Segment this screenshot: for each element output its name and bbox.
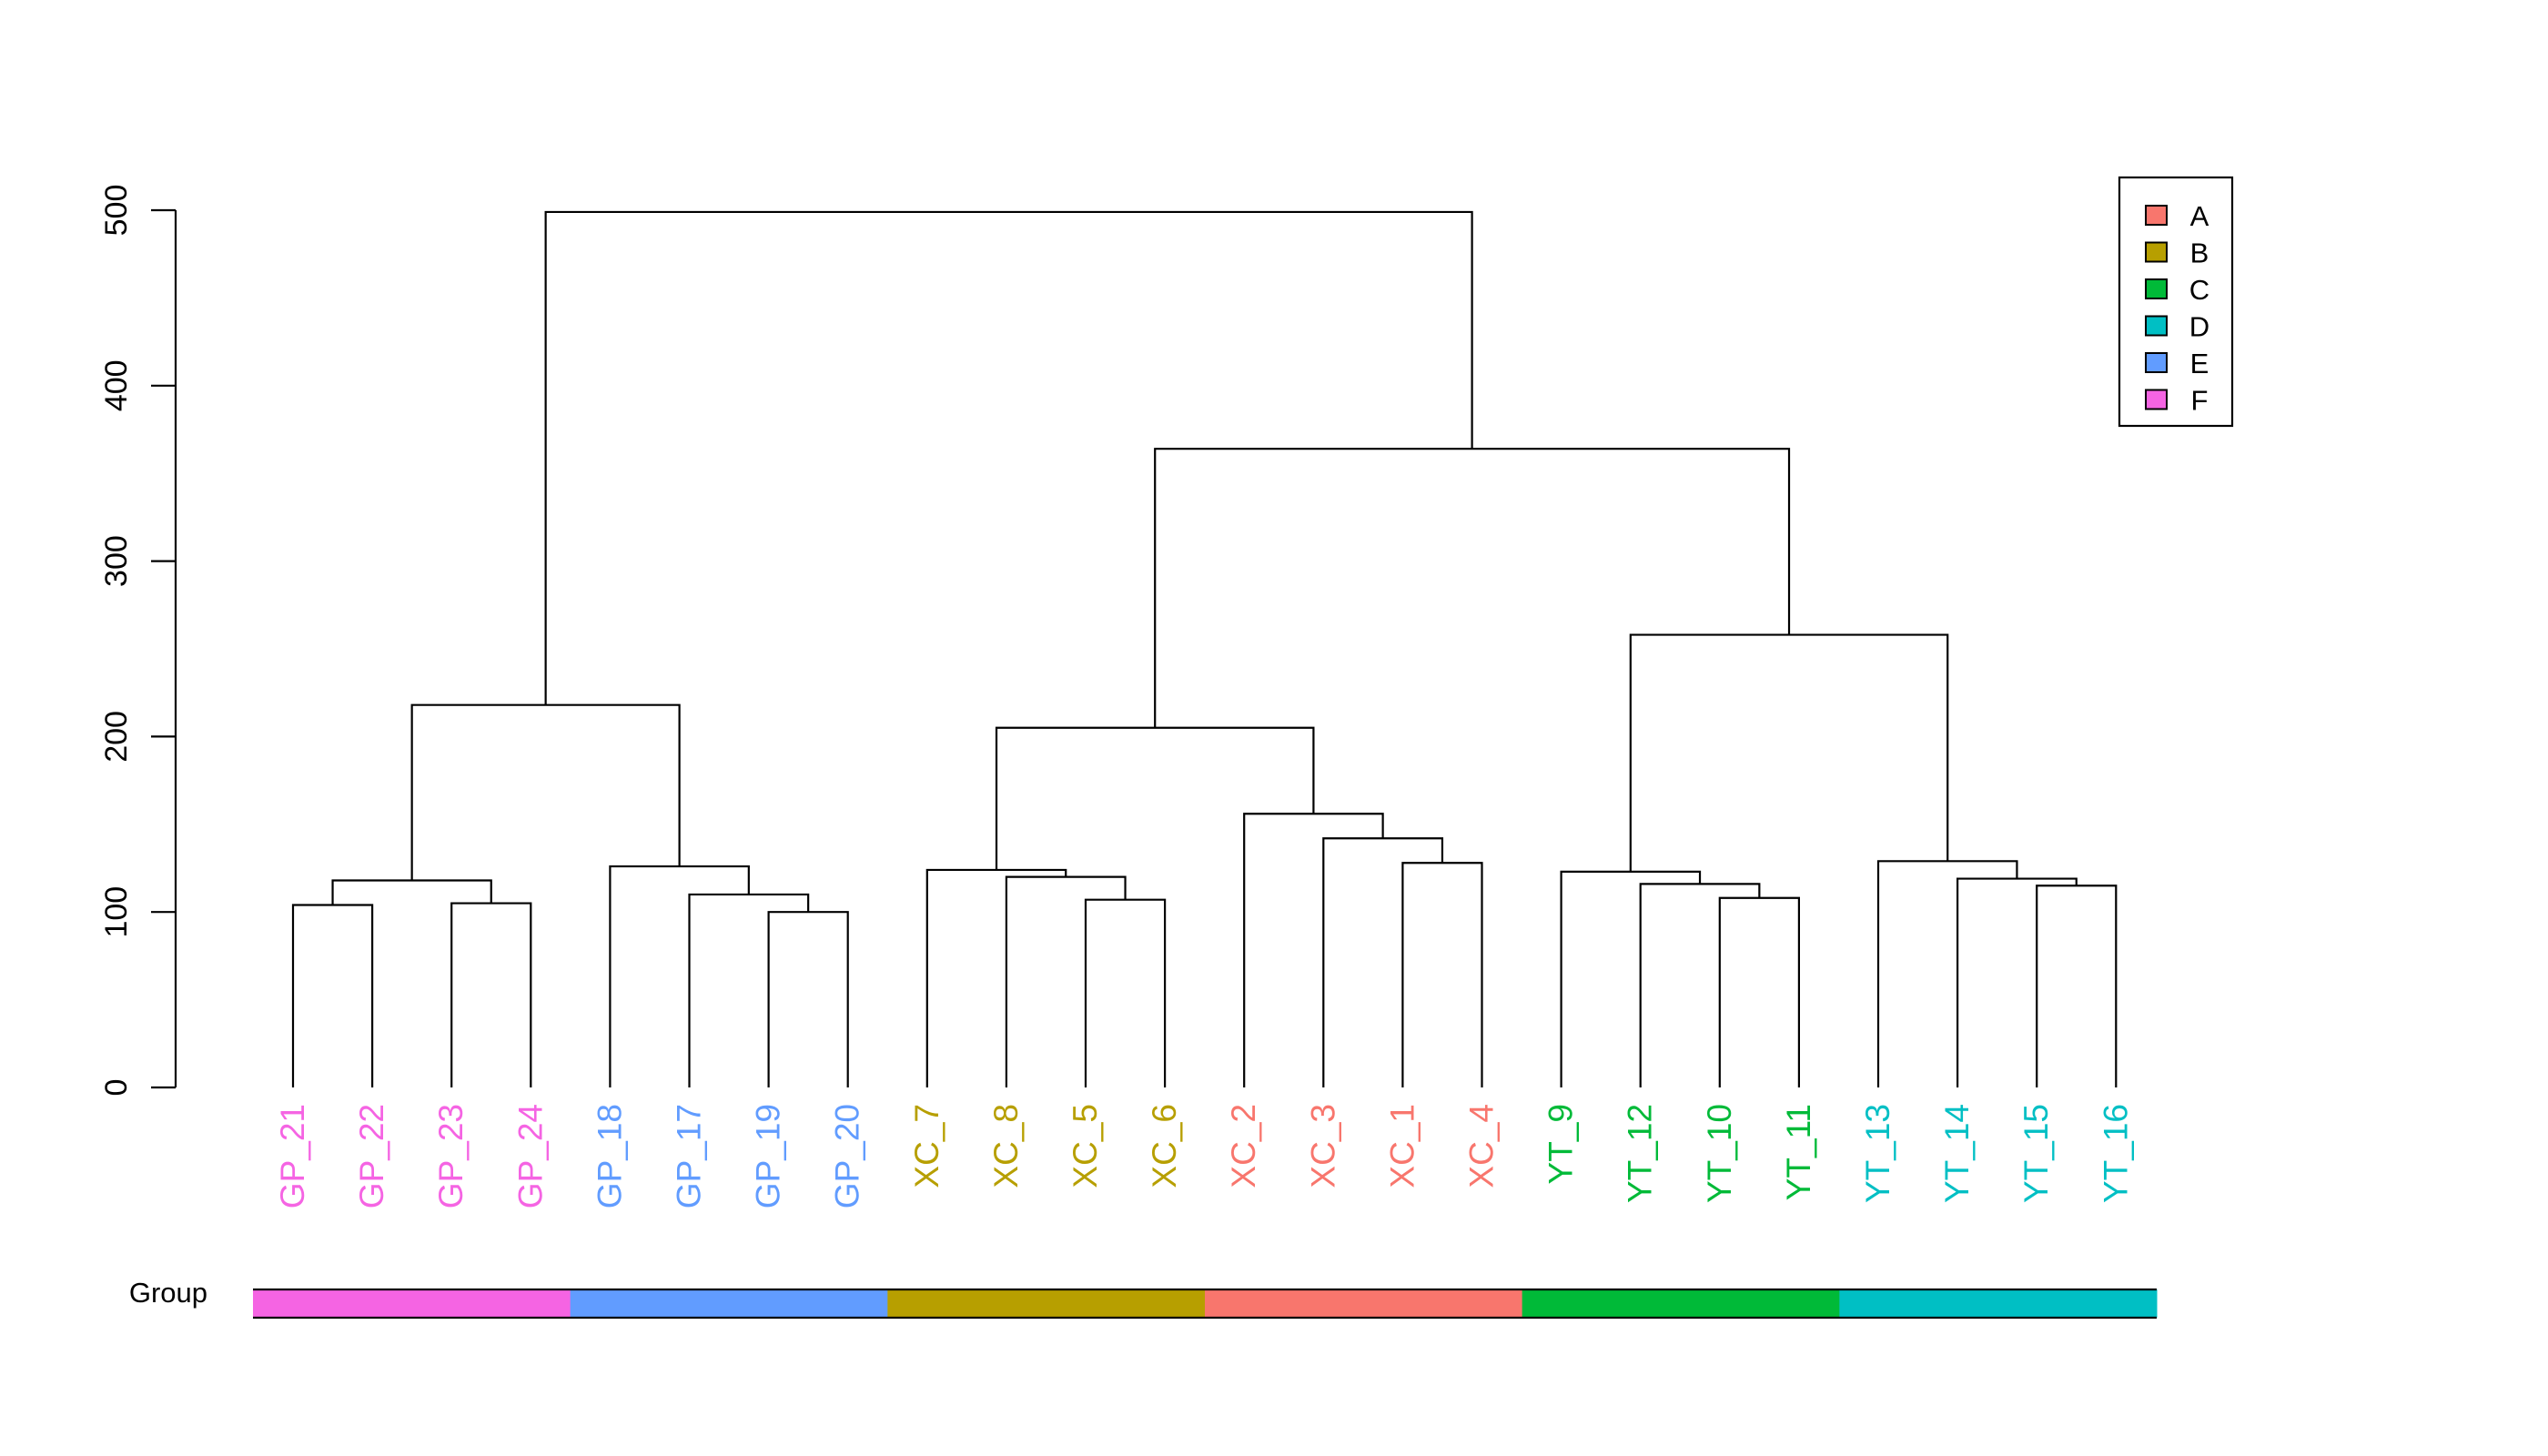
- dendrogram-link: [925, 868, 1067, 1087]
- leaf-labels: GP_21 GP_22 GP_23 GP_24 GP_18 GP_17 GP_19 GP_20…: [274, 1104, 2134, 1208]
- dendrogram-link: [410, 703, 681, 881]
- leaf-label: XC_3: [1304, 1104, 1341, 1188]
- leaf-label: XC_7: [908, 1104, 945, 1188]
- legend-swatch: [2145, 389, 2168, 410]
- legend-box: [2118, 176, 2234, 428]
- leaf-label: XC_4: [1463, 1104, 1501, 1188]
- legend-swatch: [2145, 352, 2168, 373]
- dendrogram-link: [1243, 813, 1384, 1087]
- leaf-label: XC_1: [1383, 1104, 1421, 1188]
- dendrogram-link: [1005, 875, 1127, 1087]
- dendrogram-link: [450, 902, 532, 1087]
- legend-label: B: [2190, 238, 2209, 269]
- leaf-label: GP_17: [671, 1104, 708, 1208]
- y-tick-label: 500: [99, 185, 134, 237]
- leaf-label: XC_5: [1067, 1104, 1104, 1188]
- leaf-label: XC_2: [1225, 1104, 1262, 1188]
- group-color-bar: Group: [129, 1277, 2158, 1320]
- leaf-label: YT_10: [1701, 1104, 1738, 1203]
- leaf-label: GP_19: [750, 1104, 787, 1208]
- legend-label: F: [2191, 385, 2209, 417]
- group-bar-segment: [570, 1289, 888, 1318]
- dendrogram-link: [1629, 633, 1949, 872]
- leaf-label: GP_20: [829, 1104, 866, 1208]
- dendrogram-link: [331, 879, 492, 905]
- group-bar-segment: [1522, 1289, 1840, 1318]
- y-tick-label: 400: [99, 359, 134, 411]
- legend-label: C: [2189, 274, 2209, 306]
- y-tick-label: 200: [99, 711, 134, 763]
- dendrogram-tree: [291, 210, 2118, 1087]
- dendrogram-link: [2036, 885, 2118, 1087]
- leaf-label: GP_18: [591, 1104, 628, 1208]
- y-axis: 0 100 200 300 400 500: [99, 185, 177, 1097]
- leaf-label: GP_21: [274, 1104, 311, 1208]
- y-tick-label: 100: [99, 886, 134, 938]
- legend-swatch: [2145, 278, 2168, 299]
- y-tick-label: 300: [99, 535, 134, 587]
- dendrogram-link: [609, 864, 750, 1087]
- dendrogram-link: [1876, 860, 2018, 1087]
- group-bar-segment: [1839, 1289, 2158, 1318]
- dendrogram-link: [1956, 877, 2078, 1087]
- dendrogram-link: [995, 726, 1315, 870]
- legend-swatch: [2145, 241, 2168, 263]
- dendrogram-link: [688, 893, 810, 1087]
- leaf-label: YT_16: [2097, 1104, 2134, 1203]
- dendrogram-link: [1401, 862, 1483, 1087]
- dendrogram-link: [544, 210, 1473, 705]
- leaf-label: YT_9: [1542, 1104, 1580, 1184]
- legend-swatch: [2145, 315, 2168, 337]
- group-bar-segment: [253, 1289, 571, 1318]
- dendrogram-link: [1322, 837, 1444, 1087]
- dendrogram-link: [1639, 883, 1761, 1087]
- dendrogram-link: [291, 904, 374, 1087]
- leaf-label: XC_6: [1146, 1104, 1183, 1188]
- legend-label: D: [2189, 311, 2209, 343]
- leaf-label: YT_14: [1938, 1104, 1976, 1203]
- leaf-label: GP_22: [353, 1104, 390, 1208]
- leaf-label: YT_11: [1780, 1104, 1817, 1200]
- group-bar-segment: [1205, 1289, 1523, 1318]
- legend-label: E: [2190, 348, 2209, 379]
- leaf-label: XC_8: [987, 1104, 1025, 1188]
- leaf-label: YT_13: [1859, 1104, 1896, 1203]
- y-tick-label: 0: [99, 1079, 134, 1097]
- leaf-label: GP_24: [511, 1104, 549, 1208]
- dendrogram-link: [1154, 448, 1791, 728]
- dendrogram-link: [1560, 870, 1702, 1087]
- dendrogram-link: [767, 911, 849, 1087]
- group-bar-segment: [887, 1289, 1206, 1318]
- group-bar-label: Group: [129, 1277, 207, 1309]
- legend-swatch: [2145, 205, 2168, 226]
- dendrogram-link: [1718, 896, 1800, 1087]
- dendrogram-link: [1084, 898, 1167, 1087]
- leaf-label: GP_23: [432, 1104, 470, 1208]
- legend-label: A: [2190, 200, 2209, 232]
- leaf-label: YT_15: [2017, 1104, 2055, 1203]
- leaf-label: YT_12: [1622, 1104, 1659, 1203]
